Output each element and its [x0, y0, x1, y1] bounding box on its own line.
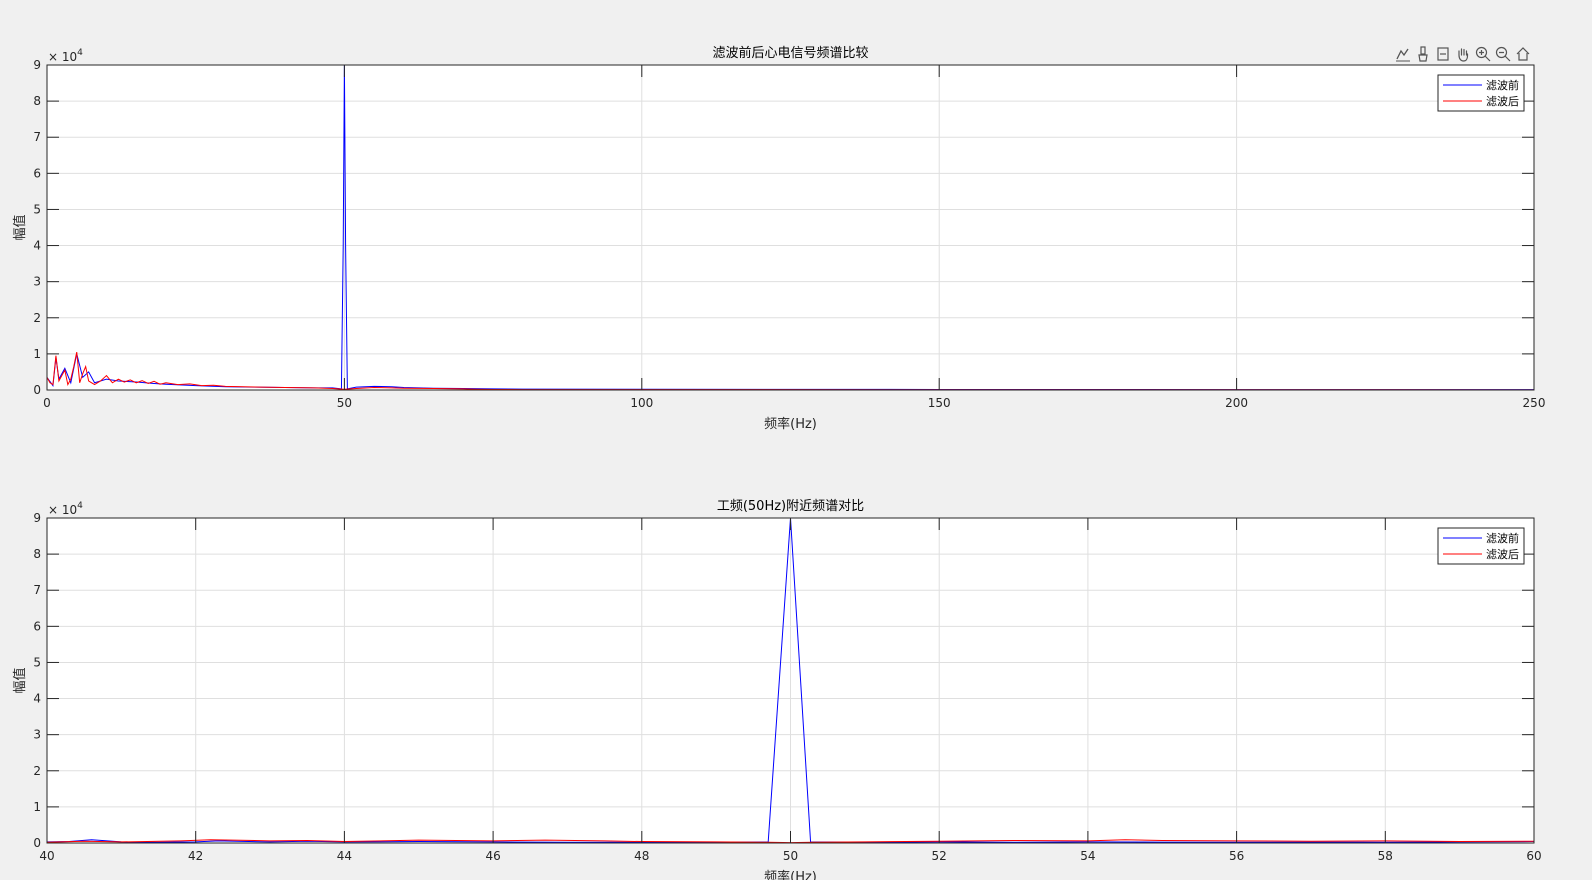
zoom-in-icon[interactable]	[1474, 45, 1492, 63]
x-tick-label: 100	[630, 396, 653, 410]
legend-box	[1437, 527, 1525, 565]
x-tick-label: 200	[1225, 396, 1248, 410]
legend-entry-label: 滤波后	[1486, 95, 1519, 108]
y-tick-label: 2	[33, 764, 41, 778]
axes-toolbar	[1394, 44, 1532, 64]
y-tick-label: 1	[33, 347, 41, 361]
x-axis-label: 频率(Hz)	[764, 416, 817, 432]
x-tick-label: 40	[39, 849, 54, 863]
data-tips-icon[interactable]	[1394, 45, 1412, 63]
x-axis-label: 频率(Hz)	[764, 869, 817, 880]
y-tick-label: 1	[33, 800, 41, 814]
axes-background	[47, 65, 1534, 390]
series-line-after	[47, 351, 1534, 390]
y-tick-label: 9	[33, 58, 41, 72]
series-line-after	[47, 839, 1534, 843]
axes-frame	[46, 64, 1535, 391]
x-tick-label: 50	[783, 849, 798, 863]
y-exponent-label: × 104	[48, 48, 83, 64]
y-exponent-power: 4	[77, 48, 83, 58]
y-tick-label: 4	[33, 239, 41, 253]
y-exponent-power: 4	[77, 501, 83, 511]
home-icon[interactable]	[1514, 45, 1532, 63]
x-tick-label: 46	[485, 849, 500, 863]
y-tick-label: 7	[33, 130, 41, 144]
y-tick-label: 0	[33, 383, 41, 397]
x-tick-label: 250	[1523, 396, 1546, 410]
x-tick-label: 58	[1378, 849, 1393, 863]
x-tick-label: 0	[43, 396, 51, 410]
y-axis-label: 幅值	[12, 214, 28, 240]
legend-entry-label: 滤波后	[1486, 548, 1519, 561]
legend-entry-label: 滤波前	[1486, 78, 1519, 92]
y-exponent-label: × 104	[48, 501, 83, 517]
y-tick-label: 8	[33, 94, 41, 108]
y-axis-label: 幅值	[12, 667, 28, 693]
x-tick-label: 60	[1526, 849, 1541, 863]
brush-icon[interactable]	[1414, 45, 1432, 63]
y-tick-label: 4	[33, 692, 41, 706]
y-tick-label: 5	[33, 655, 41, 669]
y-tick-label: 3	[33, 275, 41, 289]
x-tick-label: 150	[928, 396, 951, 410]
restore-view-icon[interactable]	[1434, 45, 1452, 63]
legend-box	[1437, 74, 1525, 112]
subplot-1: 0 50 100 150 200 250 0 1 2 3 4 5 6 7 8 9 × 104 滤波前后心电信号频谱…	[12, 45, 1545, 432]
x-tick-label: 50	[337, 396, 352, 410]
x-tick-label: 44	[337, 849, 352, 863]
plot-title: 滤波前后心电信号频谱比较	[712, 45, 868, 61]
x-tick-label: 52	[932, 849, 947, 863]
y-tick-label: 6	[33, 619, 41, 633]
legend-entry-label: 滤波前	[1486, 531, 1519, 545]
y-tick-label: 0	[33, 836, 41, 850]
pan-icon[interactable]	[1454, 45, 1472, 63]
y-tick-label: 3	[33, 728, 41, 742]
y-tick-label: 7	[33, 583, 41, 597]
y-tick-label: 6	[33, 166, 41, 180]
zoom-out-icon[interactable]	[1494, 45, 1512, 63]
x-tick-label: 56	[1229, 849, 1244, 863]
x-tick-label: 42	[188, 849, 203, 863]
y-tick-label: 5	[33, 202, 41, 216]
x-tick-label: 54	[1080, 849, 1095, 863]
plot-title: 工频(50Hz)附近频谱对比	[717, 499, 864, 514]
x-tick-label: 48	[634, 849, 649, 863]
series-line-before	[47, 518, 1534, 843]
y-tick-label: 8	[33, 547, 41, 561]
series-group	[47, 518, 1534, 843]
y-tick-label: 2	[33, 311, 41, 325]
y-tick-label: 9	[33, 511, 41, 525]
series-group	[47, 65, 1534, 390]
